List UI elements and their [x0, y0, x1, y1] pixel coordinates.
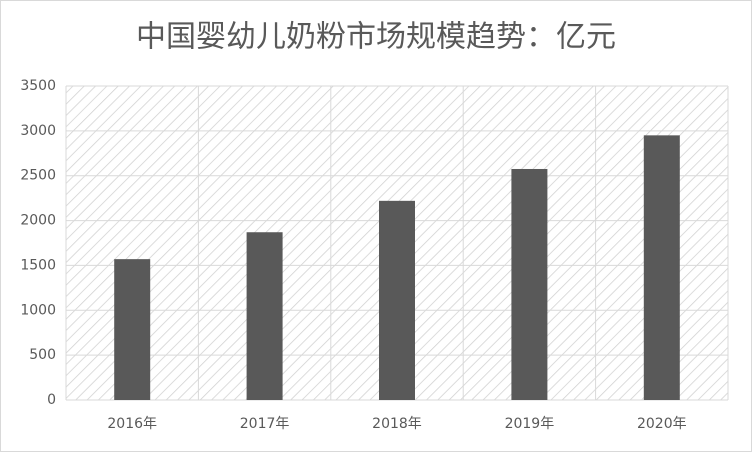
- bar: [114, 259, 151, 400]
- bar: [511, 168, 548, 400]
- x-tick-label: 2020年: [637, 416, 687, 432]
- bar: [379, 200, 415, 400]
- bar: [246, 232, 283, 400]
- y-tick-label: 0: [47, 392, 56, 408]
- y-tick-label: 1000: [20, 302, 56, 318]
- x-tick-label: 2019年: [505, 416, 555, 432]
- y-tick-label: 3000: [20, 123, 56, 139]
- y-tick-label: 1500: [20, 257, 56, 273]
- chart-title: 中国婴幼儿奶粉市场规模趋势：亿元: [136, 20, 616, 55]
- y-tick-label: 3500: [20, 78, 56, 94]
- y-tick-label: 500: [29, 347, 56, 363]
- y-tick-label: 2000: [20, 213, 56, 229]
- bar: [643, 135, 680, 401]
- y-tick-label: 2500: [20, 168, 56, 184]
- x-tick-label: 2018年: [372, 416, 422, 432]
- x-tick-label: 2017年: [240, 416, 290, 432]
- x-tick-label: 2016年: [107, 416, 157, 432]
